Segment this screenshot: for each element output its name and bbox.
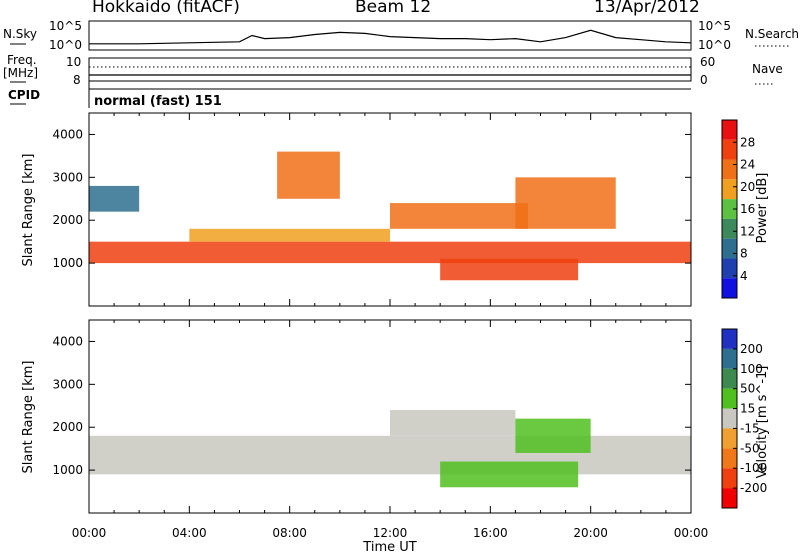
velocity-colorbar-label: Velocity [m s^-1] xyxy=(755,366,770,479)
freq-tick-bottom: 8 xyxy=(73,73,81,87)
colorbar-tick-label: -50 xyxy=(740,441,760,455)
velocity-data-layer xyxy=(89,410,691,488)
echo-region xyxy=(89,241,691,264)
y-tick-label: 2000 xyxy=(52,420,83,434)
power-y-axis: 4000 3000 2000 1000 xyxy=(52,113,692,306)
nsky-panel-frame xyxy=(88,20,692,51)
beam-title: Beam 12 xyxy=(355,0,432,17)
colorbar-tick-label: -15 xyxy=(740,421,760,435)
cpid-label: CPID xyxy=(8,88,40,102)
colorbar-tick-label: 8 xyxy=(740,247,748,261)
colorbar-swatch xyxy=(722,468,737,489)
colorbar-tick-label: 50 xyxy=(740,382,755,396)
x-tick-label: 12:00 xyxy=(373,526,408,540)
colorbar-frame xyxy=(721,328,738,509)
echo-region xyxy=(515,177,616,229)
colorbar-tick-label: 100 xyxy=(740,362,763,376)
velocity-y-axis: 4000 3000 2000 1000 xyxy=(52,320,692,513)
echo-region xyxy=(89,435,691,475)
colorbar-swatch xyxy=(722,139,737,160)
x-tick-label: 20:00 xyxy=(573,526,608,540)
freq-tick-top: 10 xyxy=(66,55,81,69)
nave-label: Nave xyxy=(752,62,783,76)
nsearch-tick-bottom: 10^0 xyxy=(698,38,731,52)
nave-tick-bottom: 0 xyxy=(700,73,708,87)
velocity-ylabel: Slant Range [km] xyxy=(21,361,36,474)
y-tick-label: 3000 xyxy=(52,170,83,184)
echo-region xyxy=(515,418,591,453)
colorbar-swatch xyxy=(722,448,737,469)
station-title: Hokkaido (fitACF) xyxy=(92,0,240,17)
nsky-label: N.Sky xyxy=(3,27,37,41)
x-tick-label: 16:00 xyxy=(473,526,508,540)
nave-tick-top: 60 xyxy=(700,55,715,69)
colorbar-swatch xyxy=(722,329,737,349)
x-tick-label: 00:00 xyxy=(674,526,709,540)
colorbar-tick-label: 20 xyxy=(740,180,755,194)
echo-region xyxy=(440,461,579,488)
echo-region xyxy=(277,151,340,199)
y-tick-label: 3000 xyxy=(52,377,83,391)
echo-region xyxy=(89,185,140,212)
colorbar-swatch xyxy=(722,428,737,449)
colorbar-swatch xyxy=(722,218,737,239)
x-tick-label: 04:00 xyxy=(172,526,207,540)
colorbar-swatch xyxy=(722,388,737,409)
echo-region xyxy=(440,258,579,281)
y-tick-label: 1000 xyxy=(52,256,83,270)
nsky-tick-bottom: 10^0 xyxy=(49,38,82,52)
x-axis-label: Time UT xyxy=(362,540,416,554)
echo-region xyxy=(189,228,390,242)
colorbar-tick-label: 28 xyxy=(740,135,755,149)
colorbar-swatch xyxy=(722,258,737,279)
colorbar-swatch xyxy=(722,488,737,508)
nsky-tick-top: 10^5 xyxy=(49,19,82,33)
colorbar-swatch xyxy=(722,179,737,200)
power-ylabel: Slant Range [km] xyxy=(21,154,36,267)
colorbar-tick-label: -200 xyxy=(740,481,767,495)
colorbar-tick-label: 24 xyxy=(740,158,755,172)
y-tick-label: 2000 xyxy=(52,213,83,227)
nsearch-tick-top: 10^5 xyxy=(698,19,731,33)
colorbar-tick-label: 4 xyxy=(740,269,748,283)
velocity-colorbar: 200 100 50 15 -15 -50 -100 -200 xyxy=(721,328,767,509)
colorbar-swatch xyxy=(722,408,737,429)
x-tick-label: 00:00 xyxy=(72,526,107,540)
freq-panel-frame xyxy=(88,57,692,82)
power-colorbar-label: Power [dB] xyxy=(755,173,770,244)
mhz-label: [MHz] xyxy=(3,66,38,80)
colorbar-swatch xyxy=(722,278,737,298)
colorbar-tick-label: 12 xyxy=(740,224,755,238)
power-colorbar: 28 24 20 16 12 8 4 xyxy=(721,119,755,299)
colorbar-tick-label: 16 xyxy=(740,202,755,216)
colorbar-tick-label: 200 xyxy=(740,342,763,356)
nsearch-label: N.Search xyxy=(745,27,799,41)
cpid-value: normal (fast) 151 xyxy=(94,94,222,109)
colorbar-tick-label: 15 xyxy=(740,402,755,416)
freq-label: Freq. xyxy=(7,53,37,67)
colorbar-swatch xyxy=(722,159,737,180)
colorbar-swatch xyxy=(722,238,737,259)
y-tick-label: 4000 xyxy=(52,127,83,141)
colorbar-tick-label: -100 xyxy=(740,461,767,475)
echo-region xyxy=(390,410,516,436)
x-tick-label: 08:00 xyxy=(272,526,307,540)
power-data-layer xyxy=(89,151,691,281)
colorbar-swatch xyxy=(722,368,737,389)
y-tick-label: 4000 xyxy=(52,334,83,348)
echo-region xyxy=(390,203,528,229)
y-tick-label: 1000 xyxy=(52,463,83,477)
date-title: 13/Apr/2012 xyxy=(594,0,700,17)
time-x-axis: 00:00 04:00 08:00 12:00 16:00 20:00 00:00 xyxy=(72,526,709,540)
colorbar-swatch xyxy=(722,199,737,219)
colorbar-swatch xyxy=(722,348,737,369)
nsky-series xyxy=(89,29,692,45)
colorbar-swatch xyxy=(722,120,737,140)
